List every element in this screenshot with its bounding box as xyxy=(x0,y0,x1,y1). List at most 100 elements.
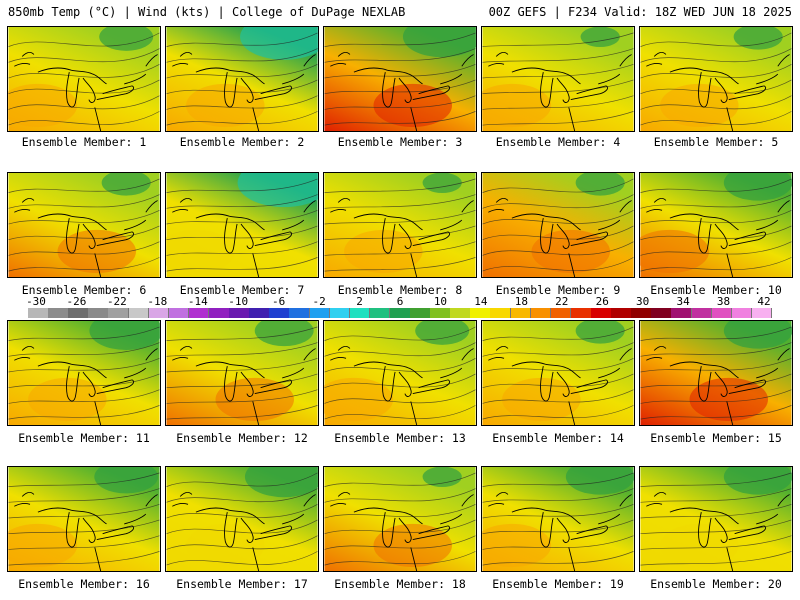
contour-line xyxy=(324,357,476,373)
cool-region xyxy=(565,467,634,495)
contour-line xyxy=(482,79,634,95)
contour-line xyxy=(166,178,318,193)
colorbar-tick-label: 10 xyxy=(433,295,448,308)
contour-line xyxy=(8,63,160,79)
contour-line xyxy=(640,389,792,404)
colorbar-tick-label: 38 xyxy=(716,295,731,308)
colorbar-tick-label: -10 xyxy=(228,295,249,308)
colorbar-cell xyxy=(208,308,230,318)
contour-line xyxy=(8,178,160,193)
contour-line xyxy=(482,225,634,241)
contour-line xyxy=(166,472,318,487)
cool-region xyxy=(575,173,625,196)
contour-line xyxy=(8,373,160,389)
member-map-6 xyxy=(7,172,161,278)
colorbar-cell xyxy=(168,308,190,318)
contour-line xyxy=(166,95,318,110)
contour-line xyxy=(324,63,476,79)
contour-line xyxy=(324,32,476,47)
cool-region xyxy=(240,27,318,60)
contour-line xyxy=(640,405,792,420)
colorbar-tick-label: 2 xyxy=(356,295,363,308)
coastline xyxy=(330,491,474,571)
member-map-16 xyxy=(7,466,161,572)
contour-line xyxy=(8,535,160,550)
colorbar-tick-label: -30 xyxy=(26,295,46,308)
contour-line xyxy=(8,111,160,126)
colorbar-cell xyxy=(269,308,290,318)
contour-line xyxy=(8,32,160,47)
contour-line xyxy=(166,241,318,256)
run-info: 00Z GEFS | F234 Valid: 18Z WED JUN 18 20… xyxy=(488,5,792,19)
contour-line xyxy=(8,241,160,256)
contour-line xyxy=(324,488,476,503)
contour-line xyxy=(8,405,160,420)
colorbar-cell xyxy=(28,308,49,318)
contour-line xyxy=(482,209,634,225)
member-label: Ensemble Member: 11 xyxy=(18,431,150,445)
contour-line xyxy=(482,405,634,420)
cool-region xyxy=(244,467,318,498)
coastline xyxy=(172,197,316,277)
colorbar-tick-label: -6 xyxy=(272,295,286,308)
colorbar-tick-label: 18 xyxy=(514,295,528,308)
coastline xyxy=(14,491,158,571)
contour-line xyxy=(324,178,476,193)
coastline xyxy=(14,345,158,425)
colorbar-cell xyxy=(309,308,331,318)
contour-line xyxy=(324,503,476,519)
contour-line xyxy=(324,209,476,225)
contour-line xyxy=(8,326,160,341)
coastline xyxy=(488,51,632,131)
contour-line xyxy=(640,241,792,256)
member-label: Ensemble Member: 7 xyxy=(179,283,305,297)
warm-region xyxy=(482,83,552,128)
colorbar-tick-label: 30 xyxy=(636,295,650,308)
contour-line xyxy=(166,225,318,241)
coastline xyxy=(14,51,158,131)
contour-line xyxy=(324,79,476,95)
colorbar-cell xyxy=(550,308,572,318)
member-label: Ensemble Member: 9 xyxy=(495,283,621,297)
contour-line xyxy=(482,63,634,79)
colorbar-tick-label: 14 xyxy=(474,295,488,308)
contour-line xyxy=(8,488,160,503)
warm-region xyxy=(28,377,107,422)
contour-line xyxy=(166,63,318,79)
member-label: Ensemble Member: 10 xyxy=(650,283,782,297)
colorbar-cell xyxy=(490,308,512,318)
coastline xyxy=(488,345,632,425)
contour-line xyxy=(482,194,634,209)
warm-region xyxy=(57,229,137,274)
contour-line xyxy=(482,488,634,503)
contour-line xyxy=(482,373,634,389)
contour-line xyxy=(324,405,476,420)
member-map-18 xyxy=(323,466,477,572)
contour-line xyxy=(324,472,476,487)
member-label: Ensemble Member: 2 xyxy=(179,135,305,149)
warm-region xyxy=(660,83,739,128)
contour-line xyxy=(166,326,318,341)
contour-line xyxy=(8,342,160,357)
cool-region xyxy=(723,321,792,349)
colorbar-cell xyxy=(369,308,391,318)
member-label: Ensemble Member: 17 xyxy=(176,577,308,591)
coastline xyxy=(646,51,790,131)
member-label: Ensemble Member: 8 xyxy=(337,283,463,297)
colorbar-cell xyxy=(570,308,592,318)
contour-line xyxy=(8,95,160,110)
member-map-13 xyxy=(323,320,477,426)
contour-line xyxy=(482,389,634,404)
contour-line xyxy=(8,225,160,241)
temperature-colorbar xyxy=(28,308,773,318)
warm-region xyxy=(531,229,610,274)
warm-region xyxy=(166,229,236,274)
contour-line xyxy=(482,111,634,126)
warm-region xyxy=(502,377,581,422)
colorbar-tick-label: -18 xyxy=(147,295,168,308)
contour-line xyxy=(482,535,634,550)
colorbar-cell xyxy=(510,308,532,318)
warm-region xyxy=(186,83,265,128)
contour-line xyxy=(166,373,318,389)
member-map-14 xyxy=(481,320,635,426)
